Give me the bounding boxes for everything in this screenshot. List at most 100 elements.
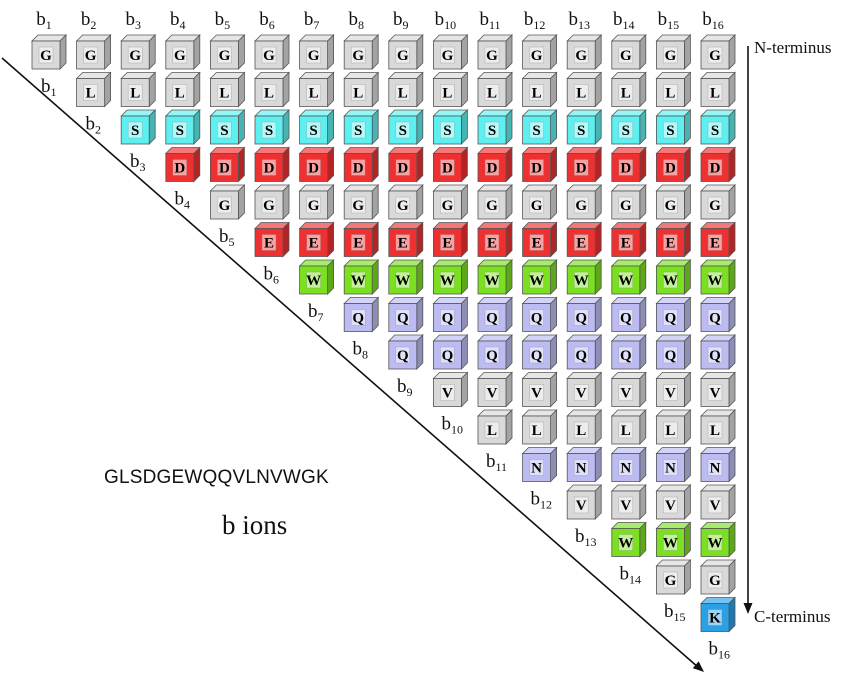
residue-cube-s: S (300, 110, 334, 144)
residue-cube-q: Q (478, 335, 512, 369)
residue-letter: W (663, 536, 678, 552)
top-label-b9: b9 (393, 9, 409, 32)
residue-cube-e: E (612, 223, 646, 257)
residue-letter: W (708, 273, 723, 289)
cube-side-face (461, 298, 467, 332)
residue-cube-q: Q (478, 298, 512, 332)
diagonal-label-b10: b10 (442, 414, 464, 437)
residue-cube-v: V (656, 373, 690, 407)
cube-side-face (684, 148, 690, 182)
residue-letter: L (309, 86, 319, 102)
residue-letter: Q (486, 348, 498, 364)
cube-side-face (60, 35, 66, 69)
cube-side-face (640, 35, 646, 69)
diagonal-label-b2: b2 (86, 114, 102, 137)
residue-cube-q: Q (701, 298, 735, 332)
residue-cube-l: L (77, 73, 111, 107)
residue-cube-w: W (567, 260, 601, 294)
diagonal-label-b5: b5 (219, 226, 235, 249)
cube-side-face (461, 148, 467, 182)
residue-cube-n: N (612, 448, 646, 482)
cube-side-face (729, 373, 735, 407)
cube-side-face (729, 560, 735, 594)
cube-side-face (238, 110, 244, 144)
cube-side-face (372, 148, 378, 182)
residue-cube-q: Q (523, 298, 557, 332)
residue-cube-g: G (389, 185, 423, 219)
residue-cube-s: S (612, 110, 646, 144)
residue-letter: G (219, 198, 231, 214)
residue-cube-q: Q (612, 298, 646, 332)
cube-side-face (238, 73, 244, 107)
cube-side-face (551, 410, 557, 444)
residue-cube-n: N (523, 448, 557, 482)
residue-letter: G (397, 198, 409, 214)
residue-cube-l: L (166, 73, 200, 107)
cube-side-face (595, 185, 601, 219)
residue-letter: V (531, 386, 542, 402)
residue-letter: W (663, 273, 678, 289)
residue-cube-g: G (523, 35, 557, 69)
residue-cube-l: L (612, 73, 646, 107)
residue-letter: D (531, 161, 542, 177)
residue-letter: Q (709, 311, 721, 327)
residue-cube-l: L (255, 73, 289, 107)
residue-cube-s: S (255, 110, 289, 144)
cube-side-face (461, 335, 467, 369)
residue-cube-e: E (389, 223, 423, 257)
residue-letter: L (487, 86, 497, 102)
residue-cube-v: V (612, 485, 646, 519)
residue-letter: N (531, 461, 542, 477)
residue-letter: W (708, 536, 723, 552)
residue-letter: W (485, 273, 500, 289)
residue-letter: S (399, 123, 407, 139)
residue-letter: V (620, 386, 631, 402)
residue-cube-l: L (300, 73, 334, 107)
cube-side-face (684, 298, 690, 332)
residue-letter: G (263, 198, 275, 214)
residue-cube-l: L (701, 73, 735, 107)
residue-cube-v: V (567, 485, 601, 519)
residue-cube-e: E (344, 223, 378, 257)
residue-letter: D (308, 161, 319, 177)
residue-cube-g: G (344, 35, 378, 69)
top-label-b14: b14 (613, 9, 635, 32)
residue-cube-s: S (433, 110, 467, 144)
residue-letter: V (710, 498, 721, 514)
residue-cube-d: D (210, 148, 244, 182)
cube-side-face (328, 148, 334, 182)
residue-letter: Q (620, 348, 632, 364)
residue-cube-q: Q (656, 335, 690, 369)
residue-cube-w: W (656, 260, 690, 294)
cube-side-face (194, 148, 200, 182)
cube-side-face (684, 35, 690, 69)
residue-letter: G (531, 198, 543, 214)
residue-letter: N (620, 461, 631, 477)
residue-cube-g: G (121, 35, 155, 69)
cube-side-face (372, 110, 378, 144)
residue-cube-g: G (701, 560, 735, 594)
cube-side-face (595, 148, 601, 182)
residue-letter: S (488, 123, 496, 139)
residue-cube-l: L (523, 73, 557, 107)
cube-side-face (372, 223, 378, 257)
cube-side-face (595, 335, 601, 369)
cube-side-face (506, 223, 512, 257)
cube-side-face (461, 260, 467, 294)
residue-letter: S (131, 123, 139, 139)
cube-side-face (461, 35, 467, 69)
cube-side-face (551, 35, 557, 69)
residue-cube-d: D (166, 148, 200, 182)
cube-side-face (684, 523, 690, 557)
residue-letter: Q (397, 311, 409, 327)
residue-letter: E (576, 236, 586, 252)
residue-letter: G (620, 198, 632, 214)
residue-letter: E (353, 236, 363, 252)
residue-letter: E (398, 236, 408, 252)
c-terminus-label: C-terminus (754, 607, 831, 626)
cube-side-face (328, 110, 334, 144)
cube-side-face (684, 485, 690, 519)
residue-cube-v: V (523, 373, 557, 407)
residue-cube-v: V (656, 485, 690, 519)
